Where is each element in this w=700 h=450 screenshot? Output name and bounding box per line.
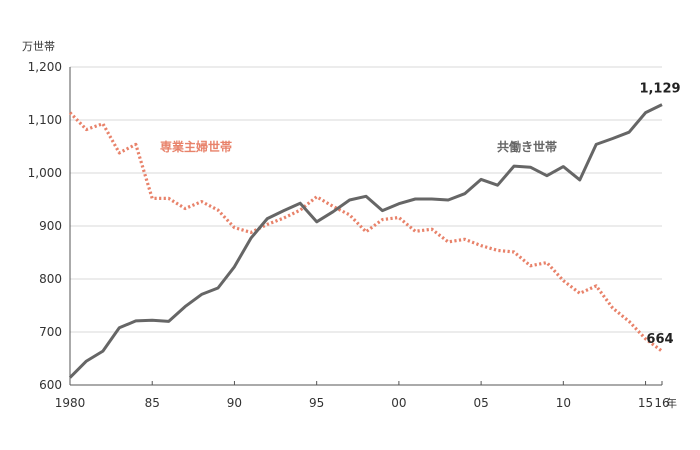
x-tick-label: 00 — [391, 396, 406, 410]
x-tick-label: 15 — [638, 396, 653, 410]
series-line-0 — [68, 111, 663, 353]
y-tick-label: 600 — [39, 378, 62, 392]
y-axis-ticks: 600 700 800 900 1,000 1,100 1,200 — [28, 60, 62, 392]
x-tick-label: 1980 — [55, 396, 86, 410]
x-tick-label: 95 — [309, 396, 324, 410]
series-line-1 — [68, 103, 663, 379]
series-labels: 664 1,129 専業主婦世帯 共働き世帯 — [160, 82, 681, 347]
grid — [69, 66, 662, 386]
x-tick-label: 90 — [227, 396, 242, 410]
x-axis: 1980 85 90 95 00 05 10 15 16 — [55, 381, 670, 410]
y-tick-label: 900 — [39, 219, 62, 233]
x-tick-label: 10 — [556, 396, 571, 410]
series-lines — [68, 103, 663, 379]
y-tick-label: 1,100 — [28, 113, 62, 127]
y-tick-label: 800 — [39, 272, 62, 286]
series-name-label: 専業主婦世帯 — [160, 139, 232, 154]
x-axis-unit: 年 — [666, 396, 677, 410]
y-axis-unit: 万世帯 — [22, 40, 55, 53]
x-tick-label: 16 — [654, 396, 669, 410]
y-tick-label: 1,000 — [28, 166, 62, 180]
y-tick-label: 1,200 — [28, 60, 62, 74]
series-name-label: 共働き世帯 — [497, 139, 557, 154]
end-value-label: 1,129 — [639, 82, 680, 97]
end-value-label: 664 — [646, 332, 673, 347]
x-tick-label: 85 — [145, 396, 160, 410]
x-tick-label: 05 — [473, 396, 488, 410]
y-tick-label: 700 — [39, 325, 62, 339]
